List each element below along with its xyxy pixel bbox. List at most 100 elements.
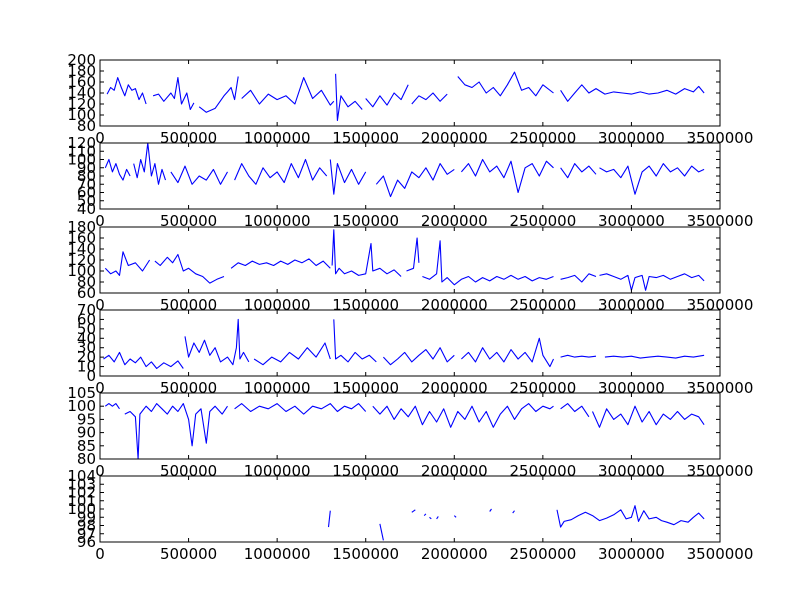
y-tick-label: 80 <box>77 117 96 135</box>
series-line-segment <box>436 516 439 520</box>
x-tick-label: 3000000 <box>598 212 665 230</box>
series-line-segment <box>184 318 250 366</box>
x-tick-label: 0 <box>95 462 105 480</box>
series-line-segment <box>457 71 554 97</box>
x-tick-label: 1000000 <box>244 212 311 230</box>
y-tick-label: 90 <box>77 424 96 442</box>
y-tick-label: 140 <box>67 84 96 102</box>
x-tick-label: 0 <box>95 379 105 397</box>
x-tick-label: 2000000 <box>421 212 488 230</box>
series-line-segment <box>104 403 120 410</box>
series-line-segment <box>331 229 402 277</box>
series-line-segment <box>103 351 184 370</box>
x-tick-label: 3500000 <box>687 212 754 230</box>
y-tick-label: 103 <box>67 475 96 493</box>
series-line-segment <box>461 337 554 368</box>
series-line-segment <box>198 76 239 113</box>
series-line-segment <box>429 516 432 520</box>
y-tick-label: 70 <box>77 175 96 193</box>
series-line-segment <box>104 251 151 276</box>
y-tick-label: 97 <box>77 525 96 543</box>
series-line-segment <box>422 240 554 286</box>
y-tick-label: 99 <box>77 508 96 526</box>
series-line-segment <box>453 515 457 518</box>
series-line-segment <box>560 84 705 102</box>
series-line-segment <box>379 523 384 541</box>
y-tick-label: 120 <box>67 251 96 269</box>
series-line-segment <box>591 405 705 428</box>
y-tick-label: 0 <box>86 367 96 385</box>
y-tick-label: 120 <box>67 95 96 113</box>
y-tick-label: 95 <box>77 410 96 428</box>
series-line-segment <box>170 165 228 185</box>
series-line-segment <box>382 347 455 366</box>
y-tick-label: 60 <box>77 310 96 328</box>
x-tick-label: 3000000 <box>598 545 665 563</box>
chart-panel-6: 0 500000 1000000 1500000 2000000 2500000 30000… <box>67 467 753 563</box>
y-tick-label: 50 <box>77 320 96 338</box>
y-tick-label: 160 <box>67 229 96 247</box>
y-tick-label: 180 <box>67 218 96 236</box>
y-tick-label: 30 <box>77 339 96 357</box>
y-tick-label: 90 <box>77 159 96 177</box>
axes-frame <box>99 392 721 460</box>
y-tick-label: 100 <box>67 151 96 169</box>
series-line-segment <box>604 354 705 359</box>
x-tick-label: 0 <box>95 212 105 230</box>
series-line-segment <box>406 237 420 272</box>
y-tick-label: 80 <box>77 167 96 185</box>
series-line-segment <box>560 163 597 179</box>
x-tick-label: 1500000 <box>332 545 399 563</box>
y-tick-label: 105 <box>67 384 96 402</box>
y-tick-label: 70 <box>77 301 96 319</box>
series-line-segment <box>329 159 367 195</box>
y-tick-label: 100 <box>67 500 96 518</box>
y-tick-label: 96 <box>77 533 96 551</box>
x-tick-label: 2000000 <box>421 545 488 563</box>
series-line-segment <box>154 253 225 284</box>
y-tick-label: 98 <box>77 517 96 535</box>
y-tick-label: 10 <box>77 358 96 376</box>
series-line-segment <box>411 509 416 513</box>
series-line-segment <box>375 163 455 198</box>
series-line-segment <box>460 158 554 194</box>
x-tick-label: 0 <box>95 296 105 314</box>
y-tick-label: 80 <box>77 450 96 468</box>
series-line-segment <box>489 508 492 512</box>
x-tick-label: 500000 <box>160 545 217 563</box>
y-tick-label: 101 <box>67 492 96 510</box>
x-tick-label: 3500000 <box>687 545 754 563</box>
y-tick-label: 160 <box>67 73 96 91</box>
chart-panel-2: 0 500000 1000000 1500000 2000000 2500000 30000… <box>67 134 753 230</box>
series-line-segment <box>365 84 409 108</box>
y-tick-label: 20 <box>77 348 96 366</box>
x-tick-label: 1000000 <box>244 545 311 563</box>
series-line-segment <box>106 77 147 105</box>
y-tick-label: 200 <box>67 51 96 69</box>
series-line-segment <box>556 505 705 528</box>
series-line-segment <box>327 510 331 528</box>
series-line-segment <box>124 403 228 460</box>
x-tick-label: 0 <box>95 545 105 563</box>
y-tick-label: 120 <box>67 134 96 152</box>
y-tick-label: 102 <box>67 484 96 502</box>
series-line-segment <box>560 273 597 283</box>
y-tick-label: 85 <box>77 437 96 455</box>
series-line-segment <box>253 342 331 366</box>
x-tick-label: 2500000 <box>509 545 576 563</box>
series-line-segment <box>241 77 335 106</box>
x-tick-label: 2500000 <box>509 212 576 230</box>
series-line-segment <box>560 354 597 358</box>
series-line-segment <box>411 92 448 105</box>
y-tick-label: 140 <box>67 240 96 258</box>
series-line-segment <box>335 73 363 122</box>
x-tick-label: 1500000 <box>332 212 399 230</box>
y-tick-label: 50 <box>77 192 96 210</box>
series-line-segment <box>333 319 377 363</box>
series-line-segment <box>599 163 705 195</box>
x-tick-label: 0 <box>95 129 105 147</box>
series-line-segment <box>234 403 367 415</box>
y-tick-label: 60 <box>77 284 96 302</box>
